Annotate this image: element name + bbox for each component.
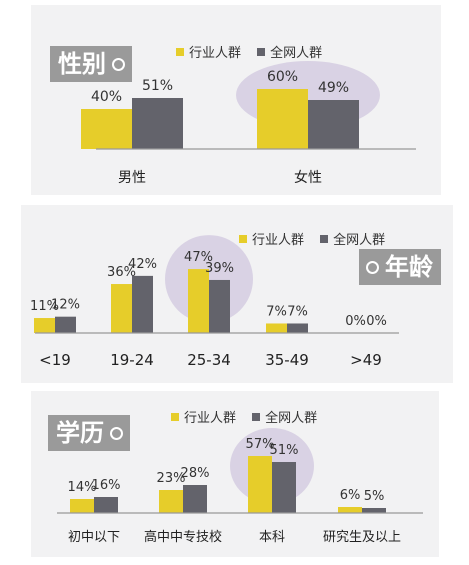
gender-legend: 行业人群 全网人群: [176, 42, 334, 61]
data-label: 11%: [30, 299, 59, 314]
category-label: 19-24: [110, 351, 154, 369]
age-tag-label: 年龄: [385, 253, 433, 281]
gender-chart: 40% 51% 男性 60% 49% 女性: [81, 61, 416, 186]
education-tag-label: 学历: [56, 419, 104, 447]
bar-all: [55, 316, 76, 333]
education-tag: 学历: [48, 415, 130, 451]
data-label: 16%: [92, 478, 121, 493]
bar-industry: [257, 89, 308, 149]
data-label: 0%: [366, 314, 387, 329]
legend-swatch-industry: [171, 412, 179, 421]
bar-industry: [70, 499, 94, 513]
education-chart: 14%16% 初中以下 23%28% 高中中专技校 57%51% 本科 6% 5% 研究生及以上: [57, 428, 423, 545]
data-label: 7%: [266, 304, 287, 319]
category-label: 高中中专技校: [144, 529, 222, 545]
category-label: 25-34: [187, 351, 231, 369]
legend-item-industry: 行业人群: [176, 44, 245, 61]
bar-all: [132, 98, 183, 149]
data-label: 12%: [51, 298, 80, 313]
legend-item-all: 全网人群: [257, 44, 323, 61]
data-label: 42%: [128, 257, 157, 272]
data-label: 0%: [345, 314, 366, 329]
ring-icon: [112, 58, 125, 71]
data-label: 7%: [287, 304, 308, 319]
legend-label-industry: 行业人群: [189, 46, 242, 61]
gender-tag: 性别: [50, 46, 132, 82]
age-chart: 11%12% <19 36%42% 19-24 47%39% 25-34 7% 7% 35-49…: [30, 235, 399, 369]
category-label: 研究生及以上: [323, 530, 401, 545]
data-label: 28%: [181, 466, 210, 481]
legend-label-industry: 行业人群: [184, 411, 237, 426]
gender-tag-label: 性别: [58, 50, 106, 78]
category-label: >49: [350, 351, 382, 369]
bar-industry: [338, 507, 362, 513]
age-legend: 行业人群 全网人群: [239, 229, 397, 248]
bar-industry: [111, 284, 132, 333]
legend-swatch-all: [252, 412, 261, 421]
bar-all: [132, 275, 153, 333]
data-label: 57%: [246, 437, 275, 452]
age-tag: 年龄: [359, 249, 441, 285]
age-chart-panel: 11% 12% <19 36% 42% 19-24 47% 39% 25-34 7% 7% 35-49…: [21, 205, 453, 383]
legend-item-all: 全网人群: [252, 409, 318, 426]
education-chart-panel: 14% 16% 初中以下 23% 28% 高中中专技校 57% 51% 本科 6% 5% 研究生及以上…: [31, 391, 439, 557]
category-label: 女性: [294, 169, 322, 186]
bar-industry: [34, 318, 55, 333]
data-label: 40%: [91, 89, 122, 105]
legend-swatch-all: [320, 234, 329, 243]
data-label: 51%: [270, 443, 299, 458]
data-label: 6%: [340, 488, 361, 503]
category-label: <19: [39, 351, 71, 369]
category-label: 初中以下: [68, 530, 120, 545]
bar-all: [94, 497, 118, 513]
bar-industry: [266, 323, 287, 333]
legend-item-all: 全网人群: [320, 231, 386, 248]
bar-all: [209, 279, 230, 333]
bar-all: [362, 508, 386, 513]
bar-industry: [248, 456, 272, 513]
bar-all: [272, 462, 296, 513]
legend-swatch-industry: [239, 234, 247, 243]
data-label: 5%: [364, 489, 385, 504]
bar-industry: [81, 109, 132, 149]
data-label: 47%: [184, 250, 213, 265]
legend-swatch-all: [257, 47, 266, 56]
data-label: 49%: [318, 80, 349, 96]
legend-swatch-industry: [176, 47, 184, 56]
legend-label-all: 全网人群: [333, 233, 386, 248]
data-label: 51%: [142, 78, 173, 94]
legend-item-industry: 行业人群: [239, 231, 308, 248]
category-label: 本科: [259, 530, 285, 545]
gender-chart-panel: 40% 51% 男性 60% 49% 女性 性别 行业人群 全网人群: [31, 5, 441, 195]
data-label: 23%: [157, 471, 186, 486]
legend-label-all: 全网人群: [265, 411, 318, 426]
legend-label-all: 全网人群: [270, 46, 323, 61]
education-legend: 行业人群 全网人群: [171, 407, 329, 426]
data-label: 14%: [68, 480, 97, 495]
category-label: 35-49: [265, 351, 309, 369]
bar-all: [287, 323, 308, 333]
bar-industry: [188, 269, 209, 333]
legend-item-industry: 行业人群: [171, 409, 240, 426]
bar-all: [183, 485, 207, 513]
ring-icon: [110, 427, 123, 440]
data-label: 60%: [267, 69, 298, 85]
bar-all: [308, 100, 359, 149]
data-label: 39%: [205, 261, 234, 276]
legend-label-industry: 行业人群: [252, 233, 305, 248]
category-label: 男性: [118, 170, 146, 186]
data-label: 36%: [107, 265, 136, 280]
bar-industry: [159, 490, 183, 513]
ring-icon: [366, 261, 379, 274]
